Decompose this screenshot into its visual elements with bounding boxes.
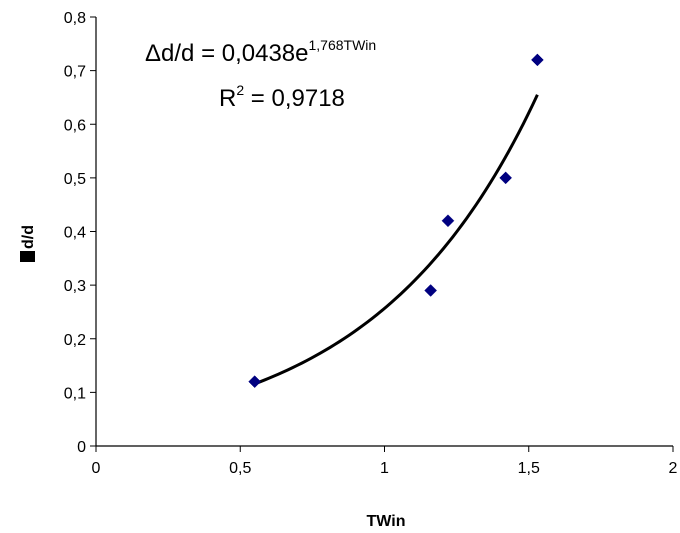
r2-value: = 0,9718 [244,85,345,112]
r2-exponent: 2 [236,82,244,98]
data-point [531,53,544,67]
delta-glyph-block [20,251,35,262]
y-tick-label: 0,1 [64,385,86,402]
y-tick-label: 0,3 [64,278,86,295]
equation-exponent: 1,768TWin [309,37,377,53]
data-points [248,53,544,389]
y-tick-label: 0,7 [64,64,86,81]
trendline [254,94,539,386]
y-tick-label: 0,4 [64,225,86,242]
data-point [248,375,262,389]
x-tick-label: 1,5 [518,460,540,477]
y-ticks: 0 0,1 0,2 0,3 0,4 0,5 0,6 0,7 0,8 [64,10,96,456]
y-axis-label: d/d [20,225,37,249]
equation-annotation: Δd/d = 0,0438e1,768TWin [145,37,376,67]
data-point [499,171,513,185]
y-tick-label: 0,8 [64,10,86,27]
y-tick-label: 0,2 [64,332,86,349]
x-tick-label: 0,5 [229,460,251,477]
y-tick-label: 0 [77,439,86,456]
data-point [424,284,438,297]
data-point [441,214,455,228]
x-tick-label: 0 [92,460,101,477]
x-axis-label: TWin [367,513,406,530]
x-tick-label: 1 [380,460,389,477]
axes [95,17,673,447]
r2-lhs: R [219,85,236,112]
y-tick-label: 0,6 [64,117,86,134]
equation-lhs: Δd/d = 0,0438e [145,40,309,67]
y-axis-title: d/d [20,225,37,262]
y-tick-label: 0,5 [64,171,86,188]
x-ticks: 0 0,5 1 1,5 2 [92,446,678,477]
r-squared-annotation: R2 = 0,9718 [219,82,345,112]
x-tick-label: 2 [669,460,678,477]
